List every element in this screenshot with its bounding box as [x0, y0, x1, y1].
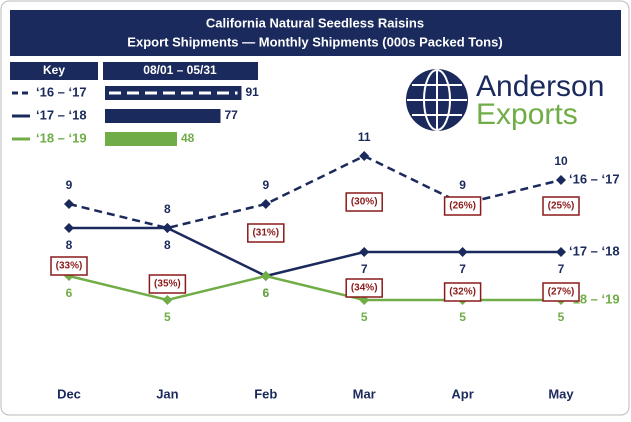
data-label: 9 — [262, 178, 269, 192]
total-label: 77 — [225, 108, 239, 122]
annotation: (26%) — [449, 201, 476, 212]
data-point — [64, 199, 74, 209]
annotation-box — [148, 274, 187, 294]
data-label: 5 — [164, 310, 171, 324]
brand-name: Exports — [476, 98, 578, 131]
annotation: (31%) — [252, 228, 279, 239]
data-point — [64, 223, 74, 233]
data-point — [556, 175, 566, 185]
annotation-box — [247, 223, 285, 243]
x-tick-label: May — [548, 386, 574, 401]
data-point — [556, 247, 566, 257]
data-label: 5 — [558, 310, 565, 324]
total-label: 48 — [181, 131, 195, 145]
key-title-box — [10, 62, 98, 80]
chart-subtitle: Export Shipments — Monthly Shipments (00… — [127, 34, 502, 49]
data-point — [260, 199, 271, 209]
annotation: (25%) — [548, 201, 575, 212]
data-label: 5 — [459, 310, 466, 324]
data-label: 7 — [459, 262, 466, 276]
annotation-box — [50, 256, 88, 276]
data-label: 6 — [262, 286, 269, 300]
chart-title: California Natural Seedless Raisins — [206, 15, 424, 30]
title-bar — [10, 10, 621, 56]
data-label: 7 — [558, 262, 565, 276]
key-period-box — [103, 62, 258, 80]
data-label: 7 — [361, 262, 368, 276]
data-label: 5 — [361, 310, 368, 324]
data-label: 8 — [66, 238, 73, 252]
annotation-box — [542, 282, 580, 302]
data-point — [359, 247, 370, 257]
data-point — [162, 295, 173, 305]
annotation-box — [443, 196, 482, 216]
annotation: (27%) — [548, 287, 575, 298]
annotation-box — [345, 192, 383, 212]
logo — [406, 69, 468, 131]
series-end-label: ‘16 – ‘17 — [569, 171, 620, 186]
data-label: 6 — [262, 286, 269, 300]
series-line — [69, 226, 561, 278]
total-bar — [105, 132, 177, 146]
series-end-label: ‘18 – ‘19 — [569, 291, 620, 306]
legend-label: ‘18 – ‘19 — [36, 130, 87, 145]
series-line — [68, 154, 562, 230]
annotation: (34%) — [351, 283, 378, 294]
x-tick-label: Jan — [156, 386, 178, 401]
data-point — [359, 151, 370, 161]
x-tick-label: Dec — [57, 386, 81, 401]
data-label: 8 — [164, 238, 171, 252]
annotation: (35%) — [154, 279, 181, 290]
data-label: 9 — [66, 178, 73, 192]
x-tick-label: Feb — [254, 386, 277, 401]
data-point — [260, 271, 271, 281]
series-end-label: ‘17 – ‘18 — [569, 243, 620, 258]
x-tick-label: Apr — [451, 386, 473, 401]
x-tick-label: Mar — [353, 386, 376, 401]
data-label: 11 — [358, 130, 371, 144]
data-label: 6 — [66, 286, 73, 300]
total-bar — [105, 109, 221, 123]
key-title: Key — [43, 63, 65, 77]
brand-name: Anderson — [476, 70, 604, 103]
data-point — [162, 223, 173, 233]
annotation: (32%) — [449, 287, 476, 298]
annotation-box — [443, 282, 482, 302]
legend-label: ‘17 – ‘18 — [36, 107, 87, 122]
data-point — [457, 247, 468, 257]
annotation-box — [542, 196, 580, 216]
data-label: 10 — [554, 154, 568, 168]
total-label: 91 — [246, 85, 260, 99]
annotation-box — [345, 278, 383, 298]
annotation: (30%) — [351, 197, 378, 208]
data-label: 9 — [459, 178, 466, 192]
key-period: 08/01 – 05/31 — [143, 63, 217, 77]
legend-label: ‘16 – ‘17 — [36, 84, 87, 99]
data-label: 8 — [164, 202, 171, 216]
annotation: (33%) — [56, 261, 83, 272]
